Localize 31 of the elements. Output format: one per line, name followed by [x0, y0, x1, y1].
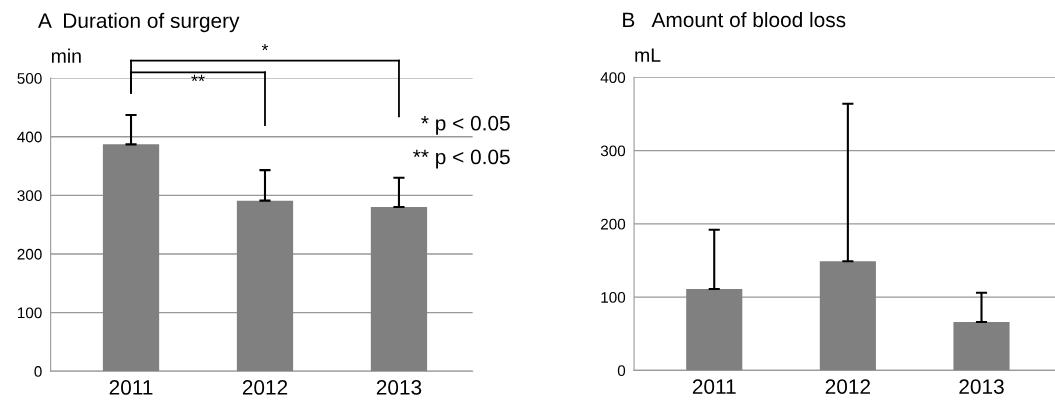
- y-tick-label: 500: [17, 73, 42, 84]
- x-tick-label: 2012: [825, 379, 870, 395]
- x-tick-label: 2012: [242, 380, 288, 395]
- y-axis-title: mL: [635, 48, 661, 62]
- x-tick-label: 2011: [692, 379, 736, 395]
- y-tick-label: 0: [34, 366, 42, 377]
- y-axis-title: min: [51, 48, 81, 63]
- chart-title: A Duration of surgery: [38, 12, 240, 33]
- annotation: * p < 0.05: [421, 115, 510, 135]
- bar: [953, 322, 1010, 371]
- text: *: [261, 44, 269, 51]
- y-tick-label: 200: [601, 218, 626, 230]
- x-tick-label: 2013: [959, 379, 1004, 395]
- y-tick-label: 400: [600, 72, 626, 84]
- y-tick-label: 300: [17, 190, 42, 202]
- bar: [236, 200, 294, 372]
- y-tick-label: 0: [617, 365, 626, 377]
- x-tick-label: 2013: [376, 380, 422, 395]
- bar: [819, 261, 876, 371]
- x-tick-label: 2011: [109, 380, 153, 395]
- y-tick-label: 400: [17, 131, 42, 143]
- annotation: **: [191, 74, 205, 82]
- bar: [102, 144, 160, 372]
- y-tick-label: 100: [17, 307, 42, 319]
- bar: [370, 207, 428, 372]
- y-tick-label: 100: [601, 291, 626, 303]
- bar: [686, 289, 743, 371]
- chart-title: B Amount of blood loss: [623, 11, 846, 28]
- annotation: ** p < 0.05: [413, 149, 510, 169]
- y-tick-label: 300: [600, 145, 626, 157]
- y-tick-label: 200: [17, 248, 42, 260]
